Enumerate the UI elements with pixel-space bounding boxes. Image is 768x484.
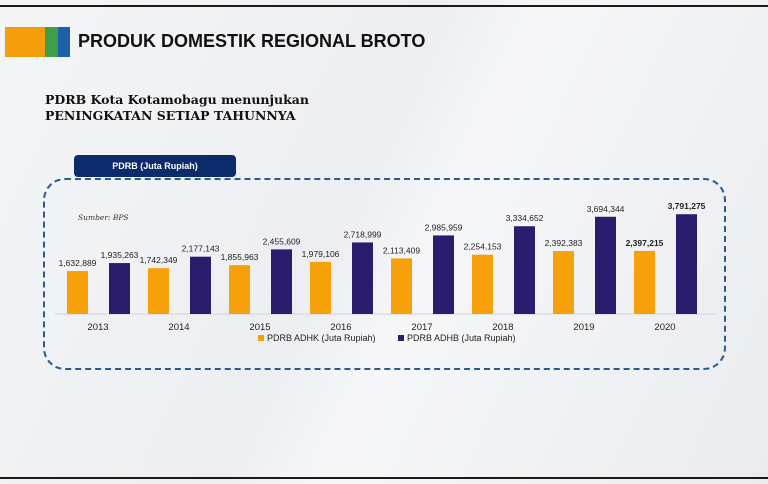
legend-adhb: PDRB ADHB (Juta Rupiah)	[398, 333, 516, 343]
bar-adhb-2020	[676, 214, 697, 314]
data-label: 2,397,215	[626, 238, 664, 248]
data-label: 1,979,106	[302, 249, 340, 259]
data-label: 3,791,275	[668, 201, 706, 211]
x-tick-label: 2018	[492, 322, 513, 333]
x-tick-label: 2017	[411, 322, 432, 333]
bar-adhk-2018	[472, 254, 493, 314]
legend-adhk: PDRB ADHK (Juta Rupiah)	[258, 333, 376, 343]
x-tick-label: 2014	[168, 322, 189, 333]
accent-blue	[58, 27, 70, 57]
page-title: PRODUK DOMESTIK REGIONAL BROTO	[78, 31, 426, 51]
legend-swatch-adhb	[398, 335, 404, 341]
chart-tab: PDRB (Juta Rupiah)	[74, 155, 236, 177]
data-label: 1,935,263	[101, 250, 139, 260]
data-label: 2,718,999	[344, 229, 382, 239]
x-tick-label: 2019	[573, 322, 594, 333]
data-label: 1,632,889	[59, 258, 97, 268]
legend-label: PDRB ADHB (Juta Rupiah)	[407, 333, 516, 343]
x-tick-label: 2015	[249, 322, 270, 333]
accent-orange	[5, 27, 45, 57]
bar-adhk-2017	[391, 258, 412, 314]
bar-adhk-2013	[67, 271, 88, 314]
data-label: 2,113,409	[383, 245, 420, 255]
bar-adhb-2015	[271, 249, 292, 314]
data-label: 2,392,383	[545, 238, 583, 248]
data-label: 2,177,143	[182, 244, 220, 254]
data-label: 3,694,344	[587, 204, 625, 214]
bar-adhk-2014	[148, 268, 169, 314]
bottom-rule	[0, 477, 768, 479]
bar-adhk-2019	[553, 251, 574, 314]
accent-green	[45, 27, 58, 57]
data-label: 1,855,963	[221, 252, 259, 262]
data-label: 2,455,609	[263, 236, 301, 246]
bar-adhb-2019	[595, 216, 616, 314]
data-label: 1,742,349	[140, 255, 178, 265]
data-label: 2,985,959	[425, 222, 463, 232]
x-tick-label: 2020	[654, 322, 675, 333]
legend-label: PDRB ADHK (Juta Rupiah)	[267, 333, 376, 343]
data-label: 2,254,153	[464, 242, 502, 252]
subtitle: PDRB Kota Kotamobagu menunjukan PENINGKA…	[45, 92, 309, 124]
top-rule	[0, 5, 768, 7]
bar-adhk-2016	[310, 261, 331, 314]
bar-adhb-2017	[433, 235, 454, 314]
x-tick-label: 2013	[87, 322, 108, 333]
subtitle-line2: PENINGKATAN SETIAP TAHUNNYA	[45, 108, 296, 123]
bar-adhk-2020	[634, 250, 655, 314]
bar-adhb-2016	[352, 242, 373, 314]
bar-adhb-2013	[109, 263, 130, 314]
bar-adhb-2014	[190, 256, 211, 314]
bar-adhk-2015	[229, 265, 250, 314]
chart-source: Sumber: BPS	[78, 213, 129, 222]
chart-frame	[43, 178, 726, 370]
legend-swatch-adhk	[258, 335, 264, 341]
bar-adhb-2018	[514, 226, 535, 314]
subtitle-line1: PDRB Kota Kotamobagu menunjukan	[45, 92, 309, 107]
x-tick-label: 2016	[330, 322, 351, 333]
data-label: 3,334,652	[506, 213, 544, 223]
